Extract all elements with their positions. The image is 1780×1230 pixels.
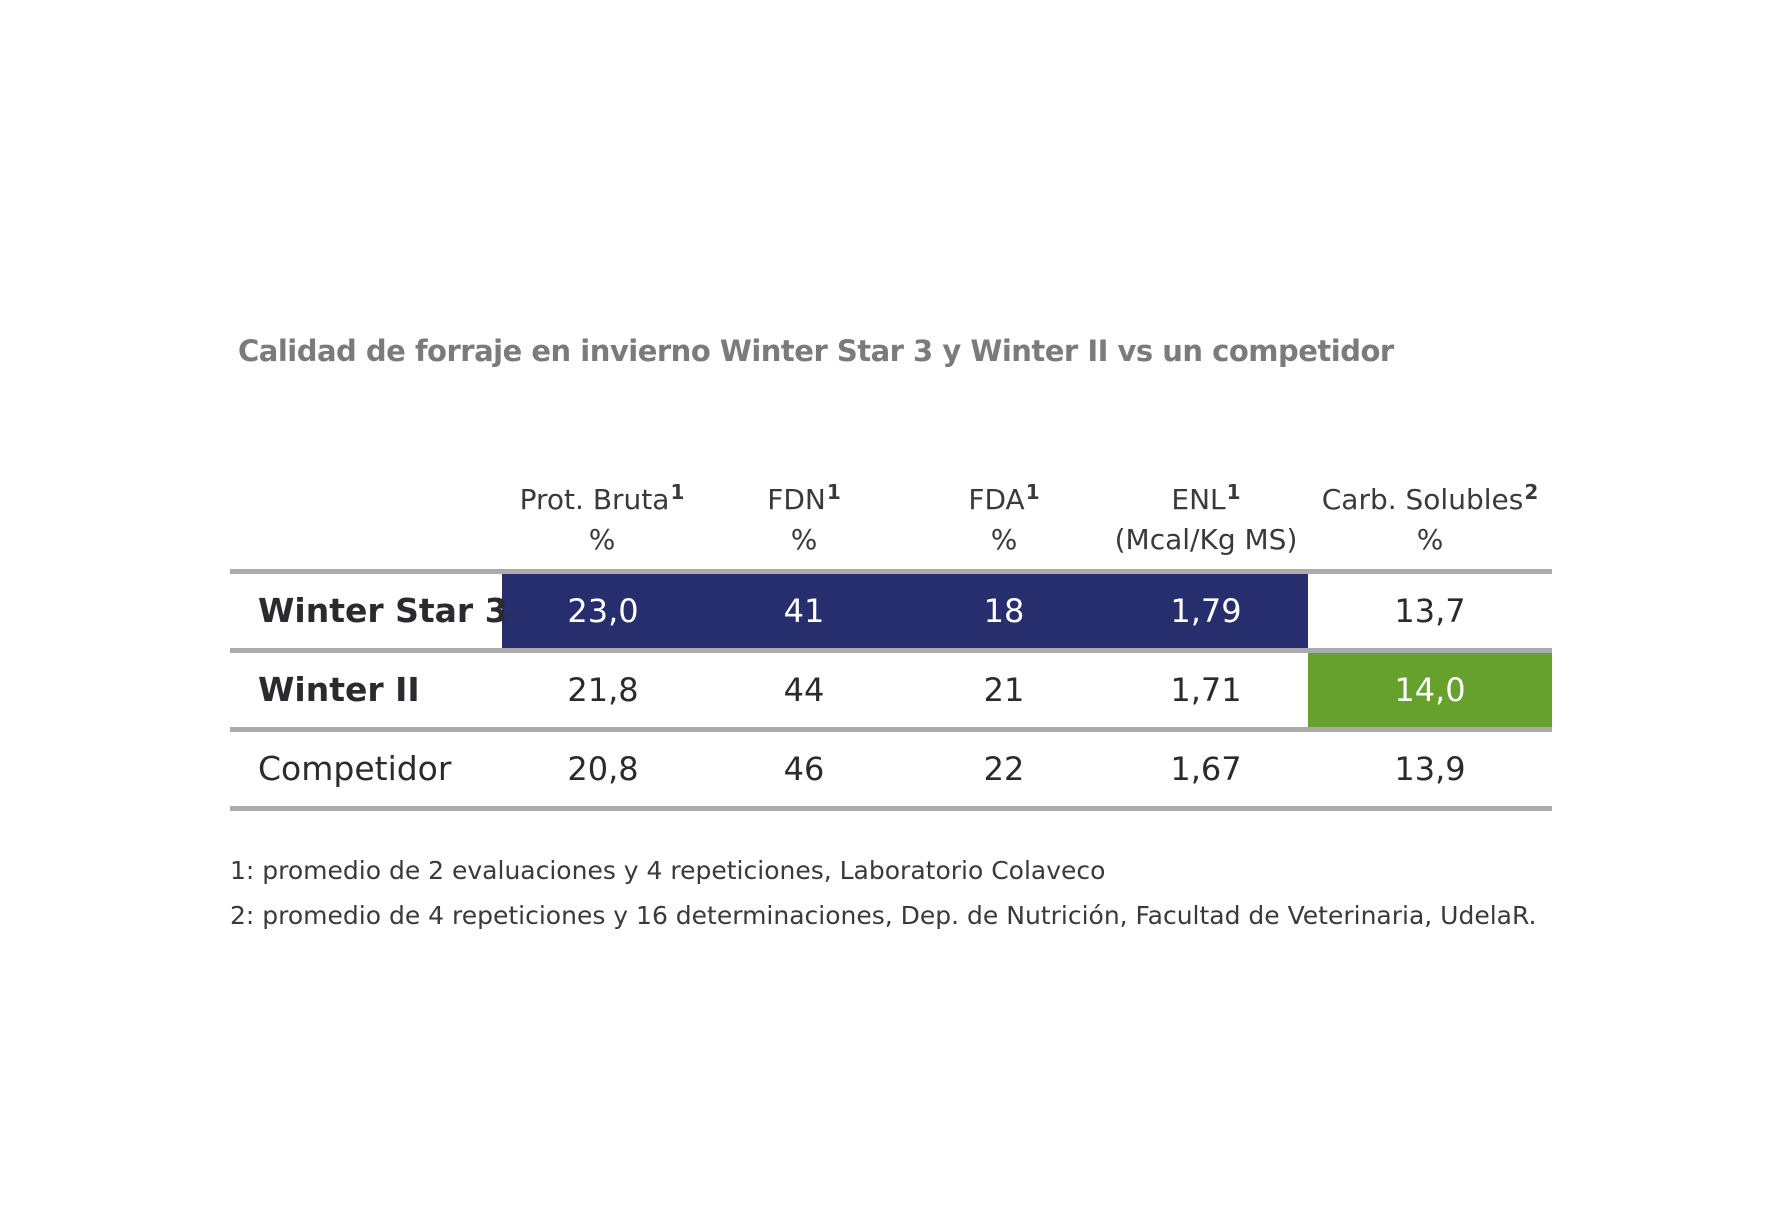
column-name: FDN: [767, 483, 826, 516]
table-cell: 21: [983, 671, 1025, 709]
table-cell: 13,9: [1394, 750, 1466, 788]
highlight-blue: [502, 574, 1308, 648]
footnote-marker: 2: [1524, 480, 1539, 504]
table-cell: 20,8: [567, 750, 639, 788]
table-title: Calidad de forraje en invierno Winter St…: [238, 334, 1394, 368]
column-header-enl: ENL1 (Mcal/Kg MS): [1104, 466, 1308, 566]
column-unit: %: [1416, 523, 1444, 556]
table-cell: 1,79: [1170, 592, 1242, 630]
column-name: Prot. Bruta: [519, 483, 670, 516]
column-name: FDA: [968, 483, 1025, 516]
column-unit: %: [790, 523, 818, 556]
highlight-green: [1308, 653, 1552, 727]
table-cell: 22: [983, 750, 1025, 788]
column-name: Carb. Solubles: [1321, 483, 1524, 516]
column-header-fda: FDA1 %: [904, 466, 1104, 566]
table-rule: [230, 727, 1552, 732]
column-header-prot-bruta: Prot. Bruta1 %: [500, 466, 704, 566]
footnote-marker: 1: [826, 480, 841, 504]
footnote-1: 1: promedio de 2 evaluaciones y 4 repeti…: [230, 856, 1106, 885]
table-rule: [230, 648, 1552, 653]
table-row-winter-ii: Winter II 21,8 44 21 1,71 14,0: [230, 653, 1552, 727]
table-cell: 44: [783, 671, 825, 709]
column-header-fdn: FDN1 %: [704, 466, 904, 566]
footnote-2: 2: promedio de 4 repeticiones y 16 deter…: [230, 901, 1537, 930]
table-row-competidor: Competidor 20,8 46 22 1,67 13,9: [230, 732, 1552, 806]
table-cell: 21,8: [567, 671, 639, 709]
column-header-carb-solubles: Carb. Solubles2 %: [1308, 466, 1552, 566]
row-label: Winter Star 3: [258, 591, 508, 630]
footnote-marker: 1: [670, 480, 685, 504]
row-label: Winter II: [258, 670, 420, 709]
table-rule-top: [230, 569, 1552, 574]
table-cell: 14,0: [1394, 671, 1466, 709]
table-cell: 23,0: [567, 592, 639, 630]
table-cell: 18: [983, 592, 1025, 630]
footnote-marker: 1: [1226, 480, 1241, 504]
footnote-marker: 1: [1025, 480, 1040, 504]
row-label: Competidor: [258, 749, 452, 788]
table-cell: 13,7: [1394, 592, 1466, 630]
table-row-winter-star-3: Winter Star 3 23,0 41 18 1,79 13,7: [230, 574, 1552, 648]
table-cell: 46: [783, 750, 825, 788]
column-unit: %: [588, 523, 616, 556]
table-cell: 1,67: [1170, 750, 1242, 788]
column-name: ENL: [1171, 483, 1226, 516]
column-unit: %: [990, 523, 1018, 556]
table-cell: 1,71: [1170, 671, 1242, 709]
table-cell: 41: [783, 592, 825, 630]
column-unit: (Mcal/Kg MS): [1114, 523, 1298, 556]
table-rule-bottom: [230, 806, 1552, 811]
